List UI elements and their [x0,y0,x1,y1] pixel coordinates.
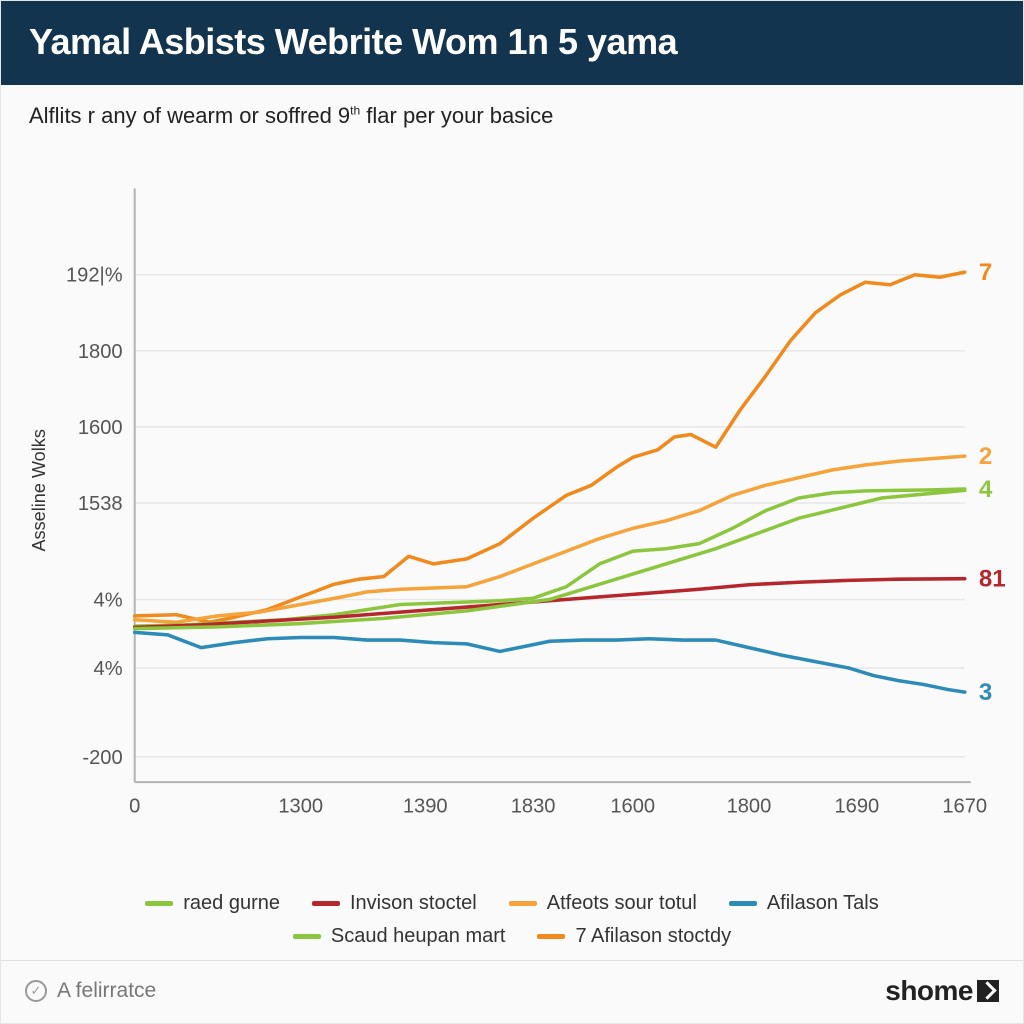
brand-mark-icon [977,980,999,1002]
y-axis-label: Asseline Wolks [29,429,49,551]
svg-text:192|%: 192|% [66,265,123,287]
svg-text:1390: 1390 [403,795,448,817]
footer-source: ✓ A felirratce [25,979,156,1003]
legend-swatch [509,901,537,906]
svg-text:1300: 1300 [278,795,323,817]
gridlines [135,275,965,757]
x-axis: 0 1300 1390 1830 1600 1800 1690 1670 [129,782,987,817]
legend-label: Invison stoctel [350,892,477,915]
legend-swatch [293,934,321,939]
svg-text:1670: 1670 [942,795,987,817]
svg-text:1600: 1600 [610,795,655,817]
legend-label: Atfeots sour totul [547,892,697,915]
legend-swatch [537,934,565,939]
source-label: A felirratce [57,979,156,1003]
subtitle-sup: th [350,104,360,118]
legend-item: Scaud heupan mart [293,925,506,948]
legend-label: 7 Afilason stoctdy [575,925,731,948]
line-chart-svg: -200 4% 4% 1538 1600 1800 192|% 0 1300 1390 1830 1… [19,145,1005,886]
end-labels: 7 2 4 81 3 [979,259,1005,706]
legend-label: Scaud heupan mart [331,925,506,948]
legend-item: Invison stoctel [312,892,477,915]
footer: ✓ A felirratce shome [1,960,1023,1023]
legend-swatch [145,901,173,906]
svg-text:1600: 1600 [78,417,123,439]
svg-text:81: 81 [979,566,1005,593]
chart-card: Yamal Asbists Webrite Wom 1n 5 yama Alfl… [0,0,1024,1024]
legend-label: raed gurne [183,892,280,915]
svg-text:1538: 1538 [78,493,123,515]
svg-text:1690: 1690 [834,795,879,817]
brand-text: shome [885,975,973,1007]
chart-title: Yamal Asbists Webrite Wom 1n 5 yama [29,21,995,63]
svg-text:3: 3 [979,679,992,706]
chart-area: -200 4% 4% 1538 1600 1800 192|% 0 1300 1390 1830 1… [1,135,1023,886]
title-bar: Yamal Asbists Webrite Wom 1n 5 yama [1,1,1023,85]
svg-text:-200: -200 [82,747,122,769]
svg-text:1800: 1800 [78,341,123,363]
svg-text:1830: 1830 [511,795,556,817]
chart-subtitle: Alflits r any of wearm or soffred 9th fl… [1,85,1023,135]
svg-text:0: 0 [129,795,140,817]
legend-swatch [729,901,757,906]
legend-item: raed gurne [145,892,280,915]
svg-text:1800: 1800 [727,795,772,817]
clock-icon: ✓ [25,980,47,1002]
svg-text:4%: 4% [94,658,123,680]
legend-label: Afilason Tals [767,892,879,915]
subtitle-post: flar per your basice [360,103,553,128]
svg-text:4%: 4% [94,589,123,611]
subtitle-pre: Alflits r any of wearm or soffred 9 [29,103,350,128]
brand-logo: shome [885,975,999,1007]
legend: raed gurne Invison stoctel Atfeots sour to… [1,886,1023,960]
svg-text:7: 7 [979,259,992,286]
legend-item: Atfeots sour totul [509,892,697,915]
svg-text:2: 2 [979,443,992,470]
series-lines [135,272,965,692]
legend-item: 7 Afilason stoctdy [537,925,731,948]
legend-item: Afilason Tals [729,892,879,915]
legend-swatch [312,901,340,906]
svg-text:4: 4 [979,476,993,503]
y-axis: -200 4% 4% 1538 1600 1800 192|% [66,189,135,783]
